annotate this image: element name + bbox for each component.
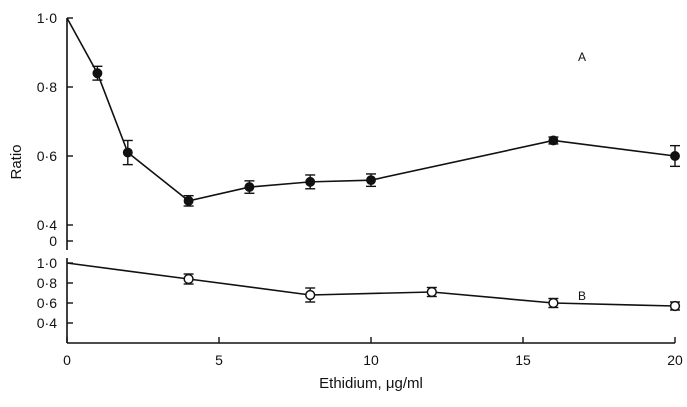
panel-b-ytick-label: 0·6 [37, 295, 57, 311]
panel-b-label: B [578, 289, 586, 303]
panel-b-ytick-label: 1·0 [37, 255, 57, 271]
panel-a-ytick-label: 0 [49, 233, 57, 249]
x-ticks: 0 5 10 15 20 [63, 337, 683, 368]
panel-a-point [305, 176, 316, 187]
panel-b-point [305, 289, 316, 301]
panel-b-point [426, 286, 437, 298]
panel-a-series [66, 17, 680, 207]
panel-a-ytick-label: 1·0 [37, 10, 57, 26]
panel-b-ytick-label: 0·4 [37, 315, 57, 331]
panel-b-series [66, 262, 681, 312]
panel-b-point [183, 273, 194, 285]
panel-a-point [548, 135, 559, 146]
x-tick-label: 5 [215, 352, 223, 368]
panel-a-point [366, 175, 376, 186]
panel-b-point [548, 297, 559, 309]
panel-a-ytick-label: 0·8 [37, 79, 57, 95]
panel-b-point [669, 300, 681, 312]
panel-a: 00·4 0·6 0·8 1·0 Ratio A [8, 10, 680, 250]
panel-a-label: A [578, 50, 586, 64]
x-tick-label: 0 [63, 352, 71, 368]
x-axis-label: Ethidium, μg/ml [319, 375, 423, 392]
panel-a-point [670, 151, 680, 161]
x-tick-label: 20 [667, 352, 683, 368]
x-tick-label: 10 [363, 352, 379, 368]
panel-a-point [122, 147, 133, 158]
panel-b-line [66, 262, 676, 307]
x-tick-label: 15 [515, 352, 531, 368]
panel-a-point [183, 195, 194, 206]
panel-b-ytick-label: 0·8 [37, 275, 57, 291]
panel-a-y-ticks: 00·4 0·6 0·8 1·0 [37, 10, 73, 249]
panel-a-ytick-label: 0·6 [37, 148, 57, 164]
panel-a-point [244, 182, 255, 193]
y-axis-label: Ratio [8, 144, 25, 179]
panel-b-y-ticks: 0·4 0·6 0·8 1·0 [37, 255, 73, 331]
panel-b: 0·4 0·6 0·8 1·0 B [37, 255, 681, 344]
panel-a-ytick-label: 0·4 [37, 217, 57, 233]
panel-a-point [92, 68, 103, 79]
